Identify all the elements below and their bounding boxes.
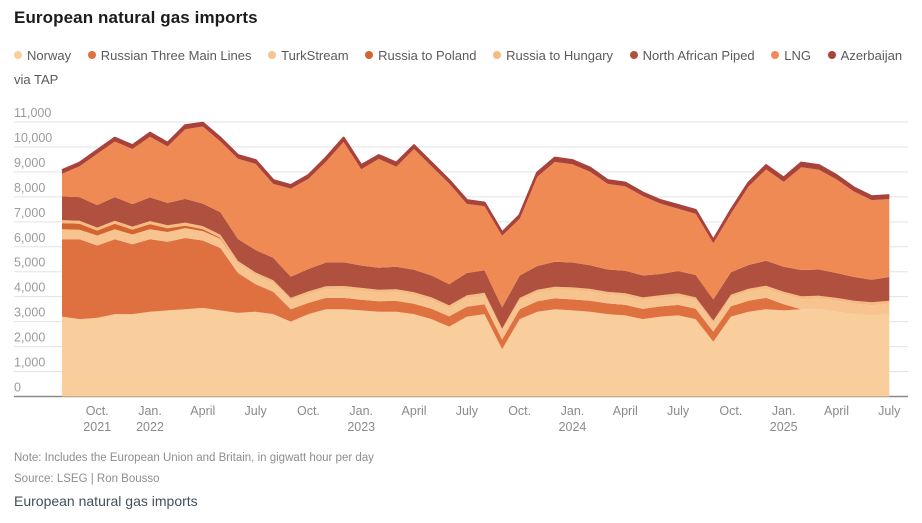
x-tick-label: Jan. <box>772 404 796 418</box>
legend-item-north-african-piped: North African Piped <box>629 48 755 63</box>
x-tick-year: 2021 <box>83 420 111 434</box>
legend-dot-icon <box>629 51 638 59</box>
area-lng <box>62 126 890 308</box>
total-top-line <box>61 121 890 242</box>
legend-label: Azerbaijan via TAP <box>14 48 903 87</box>
x-tick-label: Oct. <box>297 404 320 418</box>
legend-dot-icon <box>87 51 96 59</box>
y-tick-label: 11,000 <box>14 106 51 120</box>
x-tick-label: April <box>613 404 638 418</box>
y-tick-label: 4,000 <box>14 281 45 295</box>
x-tick-label: Jan. <box>138 404 162 418</box>
x-tick-label: July <box>245 404 268 418</box>
legend-label: Russia to Poland <box>378 48 477 63</box>
x-tick-label: July <box>667 404 690 418</box>
footer-title: European natural gas imports <box>14 493 198 509</box>
y-tick-label: 6,000 <box>14 231 45 245</box>
legend-label: North African Piped <box>642 48 755 63</box>
page-title: European natural gas imports <box>14 8 258 27</box>
area-north-african-piped <box>62 196 890 329</box>
y-tick-label: 7,000 <box>14 206 45 220</box>
area-turkstream <box>62 228 890 340</box>
x-tick-year: 2025 <box>770 420 798 434</box>
x-tick-label: Jan. <box>561 404 585 418</box>
x-tick-label: Oct. <box>508 404 531 418</box>
legend-item-norway: Norway <box>14 48 71 63</box>
x-tick-label: July <box>456 404 479 418</box>
legend-item-russian-three-main-lines: Russian Three Main Lines <box>87 48 252 63</box>
y-tick-label: 5,000 <box>14 256 45 270</box>
legend-dot-icon <box>493 51 502 59</box>
chart-note: Note: Includes the European Union and Br… <box>14 452 374 464</box>
x-tick-year: 2023 <box>347 420 375 434</box>
legend-dot-icon <box>14 51 22 59</box>
legend-item-azerbaijan-via-tap: Azerbaijan via TAP <box>14 48 902 87</box>
y-tick-label: 9,000 <box>14 156 45 170</box>
area-russian-three-main-lines <box>62 238 890 350</box>
legend-dot-icon <box>827 51 836 59</box>
x-tick-label: April <box>824 404 849 418</box>
y-tick-label: 3,000 <box>14 306 45 320</box>
area-norway <box>62 307 890 397</box>
legend-item-lng: LNG <box>771 48 811 63</box>
chart-source: Source: LSEG | Ron Bousso <box>14 473 160 485</box>
legend-label: LNG <box>784 48 812 63</box>
legend-dot-icon <box>771 51 780 59</box>
x-tick-label: July <box>878 404 901 418</box>
x-tick-year: 2024 <box>559 420 587 434</box>
legend-item-russia-to-poland: Russia to Poland <box>365 48 476 63</box>
x-tick-label: April <box>190 404 215 418</box>
x-tick-year: 2022 <box>136 420 164 434</box>
legend-label: Russia to Hungary <box>506 48 614 63</box>
x-tick-label: April <box>402 404 427 418</box>
chart-legend: Norway Russian Three Main Lines TurkStre… <box>14 44 907 92</box>
legend-label: TurkStream <box>281 48 349 63</box>
legend-item-russia-to-hungary: Russia to Hungary <box>493 48 613 63</box>
legend-label: Norway <box>27 48 72 63</box>
legend-dot-icon <box>365 51 374 59</box>
y-tick-label: 1,000 <box>14 356 45 370</box>
y-tick-label: 8,000 <box>14 181 45 195</box>
y-tick-label: 10,000 <box>14 131 52 145</box>
imports-stacked-area-chart: 0 1,000 2,000 3,000 4,000 5,000 6,000 7,000 8,00… <box>14 106 908 434</box>
y-tick-label: 0 <box>14 381 21 395</box>
x-tick-label: Jan. <box>349 404 373 418</box>
y-tick-label: 2,000 <box>14 331 45 345</box>
legend-item-turkstream: TurkStream <box>268 48 349 63</box>
x-tick-label: Oct. <box>86 404 109 418</box>
legend-label: Russian Three Main Lines <box>100 48 252 63</box>
legend-dot-icon <box>268 51 277 59</box>
x-tick-label: Oct. <box>719 404 742 418</box>
